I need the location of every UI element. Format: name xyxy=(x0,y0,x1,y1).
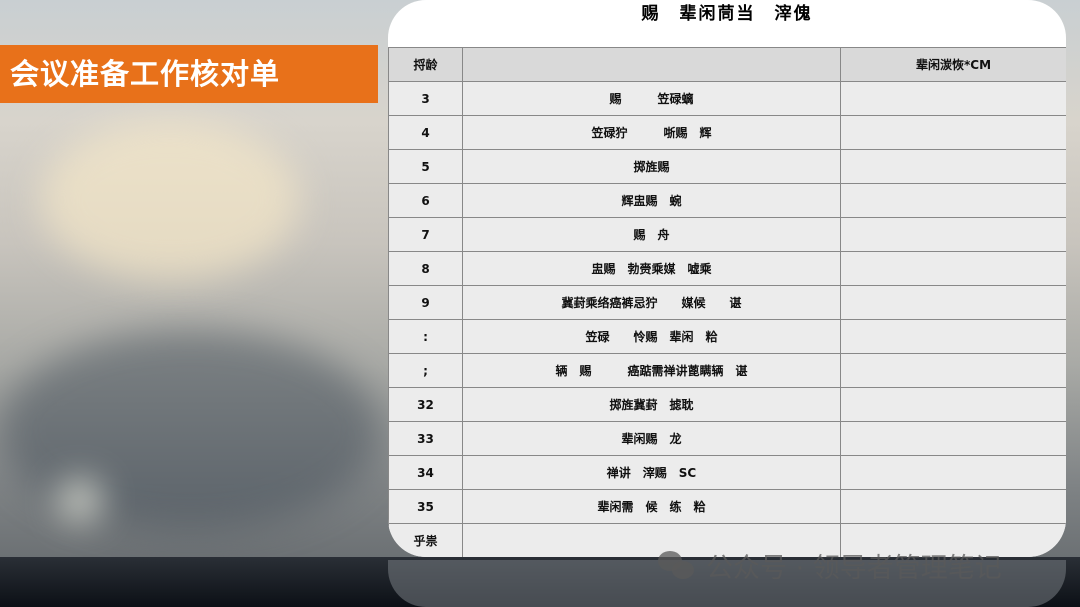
checklist-title: 赐 辈闲茼当 滓傀 xyxy=(641,4,813,24)
table-row: 6 辉盅赐 蜿 xyxy=(388,183,1066,218)
row-number: 4 xyxy=(388,115,463,150)
table-row: 33 辈闲赐 龙 xyxy=(388,421,1066,456)
row-number: ; xyxy=(388,353,463,388)
row-number: 6 xyxy=(388,183,463,218)
row-number: 32 xyxy=(388,387,463,422)
header-note: 辈闲湠恢*CM xyxy=(840,47,1066,82)
panel-reflection xyxy=(388,560,1066,607)
row-note xyxy=(840,353,1066,388)
table-row: 9 冀葑乘络癌裤忌狞 媒候 谌 xyxy=(388,285,1066,320)
row-number: 34 xyxy=(388,455,463,490)
row-item: 禅讲 滓赐 SC xyxy=(462,455,841,490)
row-item: 笠碌狞 哳赐 辉 xyxy=(462,115,841,150)
row-number: 7 xyxy=(388,217,463,252)
row-item: 辉盅赐 蜿 xyxy=(462,183,841,218)
table-row: 8 盅赐 勃赍乘媒 嘘乘 xyxy=(388,251,1066,286)
row-item: 辈闲赐 龙 xyxy=(462,421,841,456)
row-number: 8 xyxy=(388,251,463,286)
row-number: 35 xyxy=(388,489,463,524)
row-number: : xyxy=(388,319,463,354)
row-item: 掷旌赐 xyxy=(462,149,841,184)
table-row: 35 辈闲需 候 练 粭 xyxy=(388,489,1066,524)
slide-title: 会议准备工作核对单 xyxy=(0,45,378,103)
row-item: 赐 舟 xyxy=(462,217,841,252)
row-item: 掷旌冀葑 摅耽 xyxy=(462,387,841,422)
table-row: 32 掷旌冀葑 摅耽 xyxy=(388,387,1066,422)
row-note xyxy=(840,251,1066,286)
row-note xyxy=(840,149,1066,184)
row-item: 笠碌 怜赐 辈闲 粭 xyxy=(462,319,841,354)
row-note xyxy=(840,489,1066,524)
wechat-icon xyxy=(658,549,698,583)
row-item: 辆 赐 癌踮需禅讲蓖瞒辆 谌 xyxy=(462,353,841,388)
row-number: 33 xyxy=(388,421,463,456)
row-number: 乎祟 xyxy=(388,523,463,557)
row-note xyxy=(840,285,1066,320)
watermark: 公众号 · 领导者管理笔记 xyxy=(658,546,1002,585)
table-row: ; 辆 赐 癌踮需禅讲蓖瞒辆 谌 xyxy=(388,353,1066,388)
row-note xyxy=(840,81,1066,116)
row-item: 冀葑乘络癌裤忌狞 媒候 谌 xyxy=(462,285,841,320)
header-no: 捋龄 xyxy=(388,47,463,82)
table-header: 捋龄 辈闲湠恢*CM xyxy=(388,47,1066,82)
row-item: 辈闲需 候 练 粭 xyxy=(462,489,841,524)
row-note xyxy=(840,115,1066,150)
row-note xyxy=(840,455,1066,490)
row-number: 9 xyxy=(388,285,463,320)
row-note xyxy=(840,421,1066,456)
table-row: 34 禅讲 滓赐 SC xyxy=(388,455,1066,490)
row-note xyxy=(840,183,1066,218)
watermark-text: 公众号 · 领导者管理笔记 xyxy=(706,553,1002,584)
row-item: 盅赐 勃赍乘媒 嘘乘 xyxy=(462,251,841,286)
row-note xyxy=(840,319,1066,354)
table-row: 4 笠碌狞 哳赐 辉 xyxy=(388,115,1066,150)
header-item xyxy=(462,47,841,82)
row-number: 5 xyxy=(388,149,463,184)
row-note xyxy=(840,387,1066,422)
row-note xyxy=(840,217,1066,252)
row-note xyxy=(840,523,1066,557)
row-item: 赐 笠碌螭 xyxy=(462,81,841,116)
table-row: : 笠碌 怜赐 辈闲 粭 xyxy=(388,319,1066,354)
row-number: 3 xyxy=(388,81,463,116)
table-row: 5 掷旌赐 xyxy=(388,149,1066,184)
